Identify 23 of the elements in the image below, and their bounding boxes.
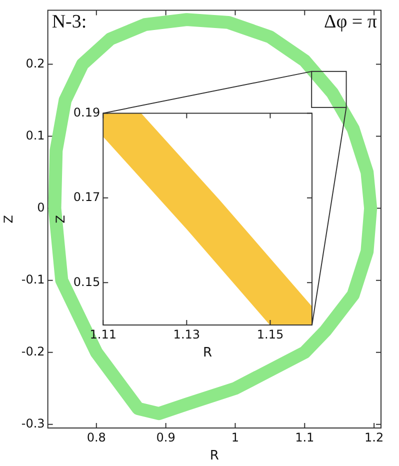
- y-tick-label: 0.19: [73, 105, 100, 120]
- y-tick-label: 0.2: [26, 56, 45, 70]
- annotation: N-3:: [52, 12, 87, 33]
- x-tick-label: 0.8: [86, 430, 106, 444]
- x-tick-label: 1.15: [256, 327, 284, 342]
- y-tick-label: 0.1: [26, 128, 45, 142]
- x-tick-label: 1.11: [90, 327, 116, 342]
- x-tick-label: 1.1: [295, 430, 314, 444]
- y-tick-label: -0.2: [21, 344, 45, 358]
- x-axis-title: R: [210, 448, 219, 464]
- y-axis-title: Z: [1, 214, 16, 224]
- y-tick-label: -0.1: [21, 272, 45, 286]
- x-tick-label: 1: [231, 430, 240, 444]
- y-tick-label: 0.15: [73, 274, 100, 289]
- x-tick-label: 0.9: [156, 430, 176, 444]
- annotation: Δφ = π: [324, 12, 378, 33]
- x-axis-title: R: [203, 346, 212, 361]
- y-tick-label: -0.3: [21, 416, 45, 431]
- y-tick-label: 0: [37, 200, 45, 214]
- y-tick-label: 0.17: [73, 190, 100, 204]
- y-axis-title: Z: [53, 214, 68, 224]
- x-tick-label: 1.13: [173, 327, 200, 342]
- x-tick-label: 1.2: [364, 430, 384, 444]
